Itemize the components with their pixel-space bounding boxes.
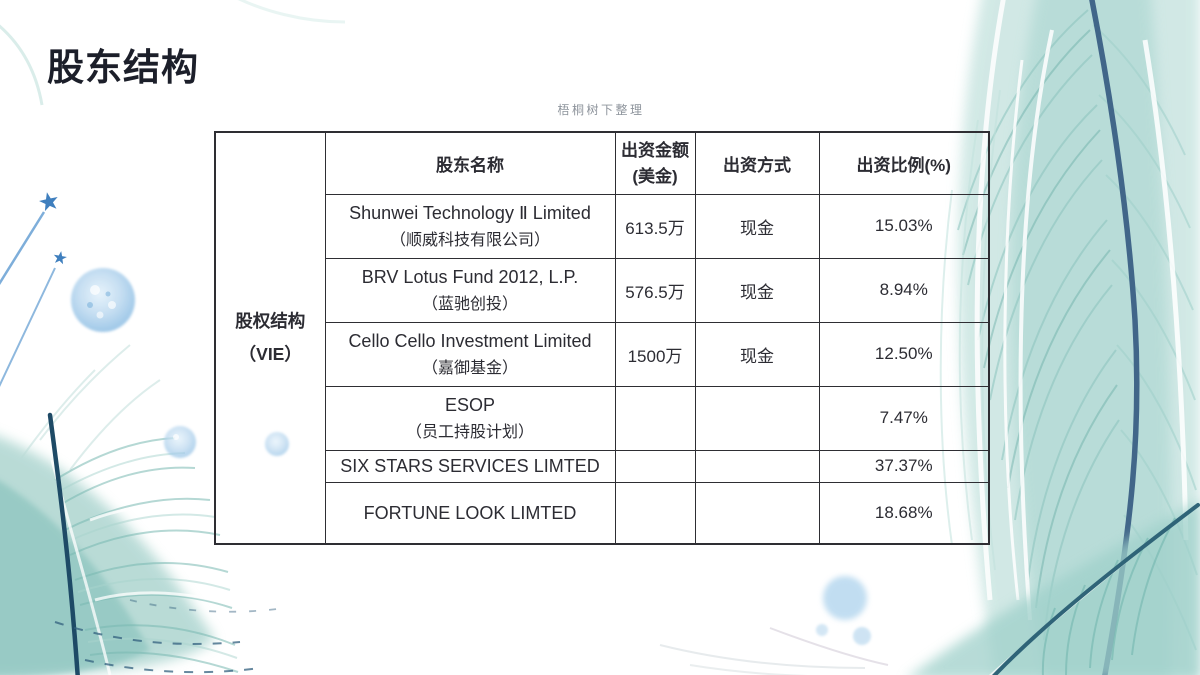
shareholder-name-cn: （员工持股计划） (405, 423, 534, 441)
cell-shareholder-name: BRV Lotus Fund 2012, L.P. （蓝驰创投） (324, 257, 616, 323)
cell-method (694, 481, 820, 545)
bokeh-sphere-icon (71, 268, 871, 645)
header-method: 出资方式 (694, 131, 820, 195)
header-shareholder-name: 股东名称 (324, 131, 616, 195)
cell-amount: 576.5万 (614, 257, 696, 323)
group-label-line2: （VIE） (238, 343, 302, 364)
cell-amount (614, 481, 696, 545)
cell-shareholder-name: SIX STARS SERVICES LIMTED (324, 449, 616, 483)
cell-ratio: 8.94% (818, 257, 990, 323)
source-caption: 梧桐树下整理 (557, 103, 645, 117)
cell-ratio: 12.50% (818, 321, 990, 387)
cell-amount (614, 449, 696, 483)
cell-method: 现金 (694, 321, 820, 387)
group-cell-equity-structure: 股权结构 （VIE） (214, 131, 326, 545)
table-row: Cello Cello Investment Limited （嘉御基金） 15… (215, 321, 990, 387)
page-title: 股东结构 (47, 46, 199, 88)
shooting-star-icon (0, 192, 67, 387)
cell-method: 现金 (694, 257, 820, 323)
shareholder-name-en: FORTUNE LOOK LIMTED (363, 502, 577, 523)
table-row: Shunwei Technology Ⅱ Limited （顺威科技有限公司） … (215, 193, 990, 259)
shareholder-table: 股权结构 （VIE） 股东名称 出资金额 (美金) 出资方式 出资比例(%) S… (214, 131, 990, 545)
cell-method: 现金 (694, 193, 820, 259)
header-amount: 出资金额 (美金) (614, 131, 696, 195)
cell-ratio: 7.47% (818, 385, 990, 451)
cell-ratio: 15.03% (818, 193, 990, 259)
feather-quill (992, 503, 1200, 675)
shareholder-name-en: SIX STARS SERVICES LIMTED (340, 456, 600, 476)
cell-shareholder-name: Cello Cello Investment Limited （嘉御基金） (324, 321, 616, 387)
shareholder-name-cn: （嘉御基金） (421, 359, 518, 377)
cell-method (694, 385, 820, 451)
feather-quill (47, 412, 80, 675)
header-ratio: 出资比例(%) (818, 131, 990, 195)
cell-shareholder-name: Shunwei Technology Ⅱ Limited （顺威科技有限公司） (324, 193, 616, 259)
cell-method (694, 449, 820, 483)
cell-ratio: 37.37% (818, 449, 990, 483)
cell-amount: 613.5万 (614, 193, 696, 259)
table-row: SIX STARS SERVICES LIMTED 37.37% (215, 449, 990, 483)
cell-amount (614, 385, 696, 451)
shareholder-name-en: ESOP (444, 394, 496, 415)
shareholder-name-en: Shunwei Technology Ⅱ Limited (349, 202, 591, 223)
feather-icon-bottom-right (911, 500, 1200, 675)
wisp-decoration (0, 0, 346, 106)
header-amount-line2: (美金) (632, 166, 678, 186)
cell-amount: 1500万 (614, 321, 696, 387)
table-header-row: 股权结构 （VIE） 股东名称 出资金额 (美金) 出资方式 出资比例(%) (214, 131, 990, 545)
header-amount-line1: 出资金额 (621, 140, 689, 160)
feather-icon-bottom-left (0, 344, 286, 675)
cell-shareholder-name: FORTUNE LOOK LIMTED (324, 481, 616, 545)
cell-ratio: 18.68% (818, 481, 990, 545)
table-row: ESOP （员工持股计划） 7.47% (215, 385, 990, 451)
shareholder-name-cn: （顺威科技有限公司） (389, 231, 550, 249)
table-row: BRV Lotus Fund 2012, L.P. （蓝驰创投） 576.5万 … (215, 257, 990, 323)
shareholder-name-en: Cello Cello Investment Limited (348, 330, 592, 351)
shareholder-name-en: BRV Lotus Fund 2012, L.P. (361, 266, 579, 287)
group-label-line1: 股权结构 (235, 311, 306, 331)
cell-shareholder-name: ESOP （员工持股计划） (324, 385, 616, 451)
table-row: FORTUNE LOOK LIMTED 18.68% (215, 481, 990, 545)
shareholder-name-cn: （蓝驰创投） (421, 295, 518, 313)
